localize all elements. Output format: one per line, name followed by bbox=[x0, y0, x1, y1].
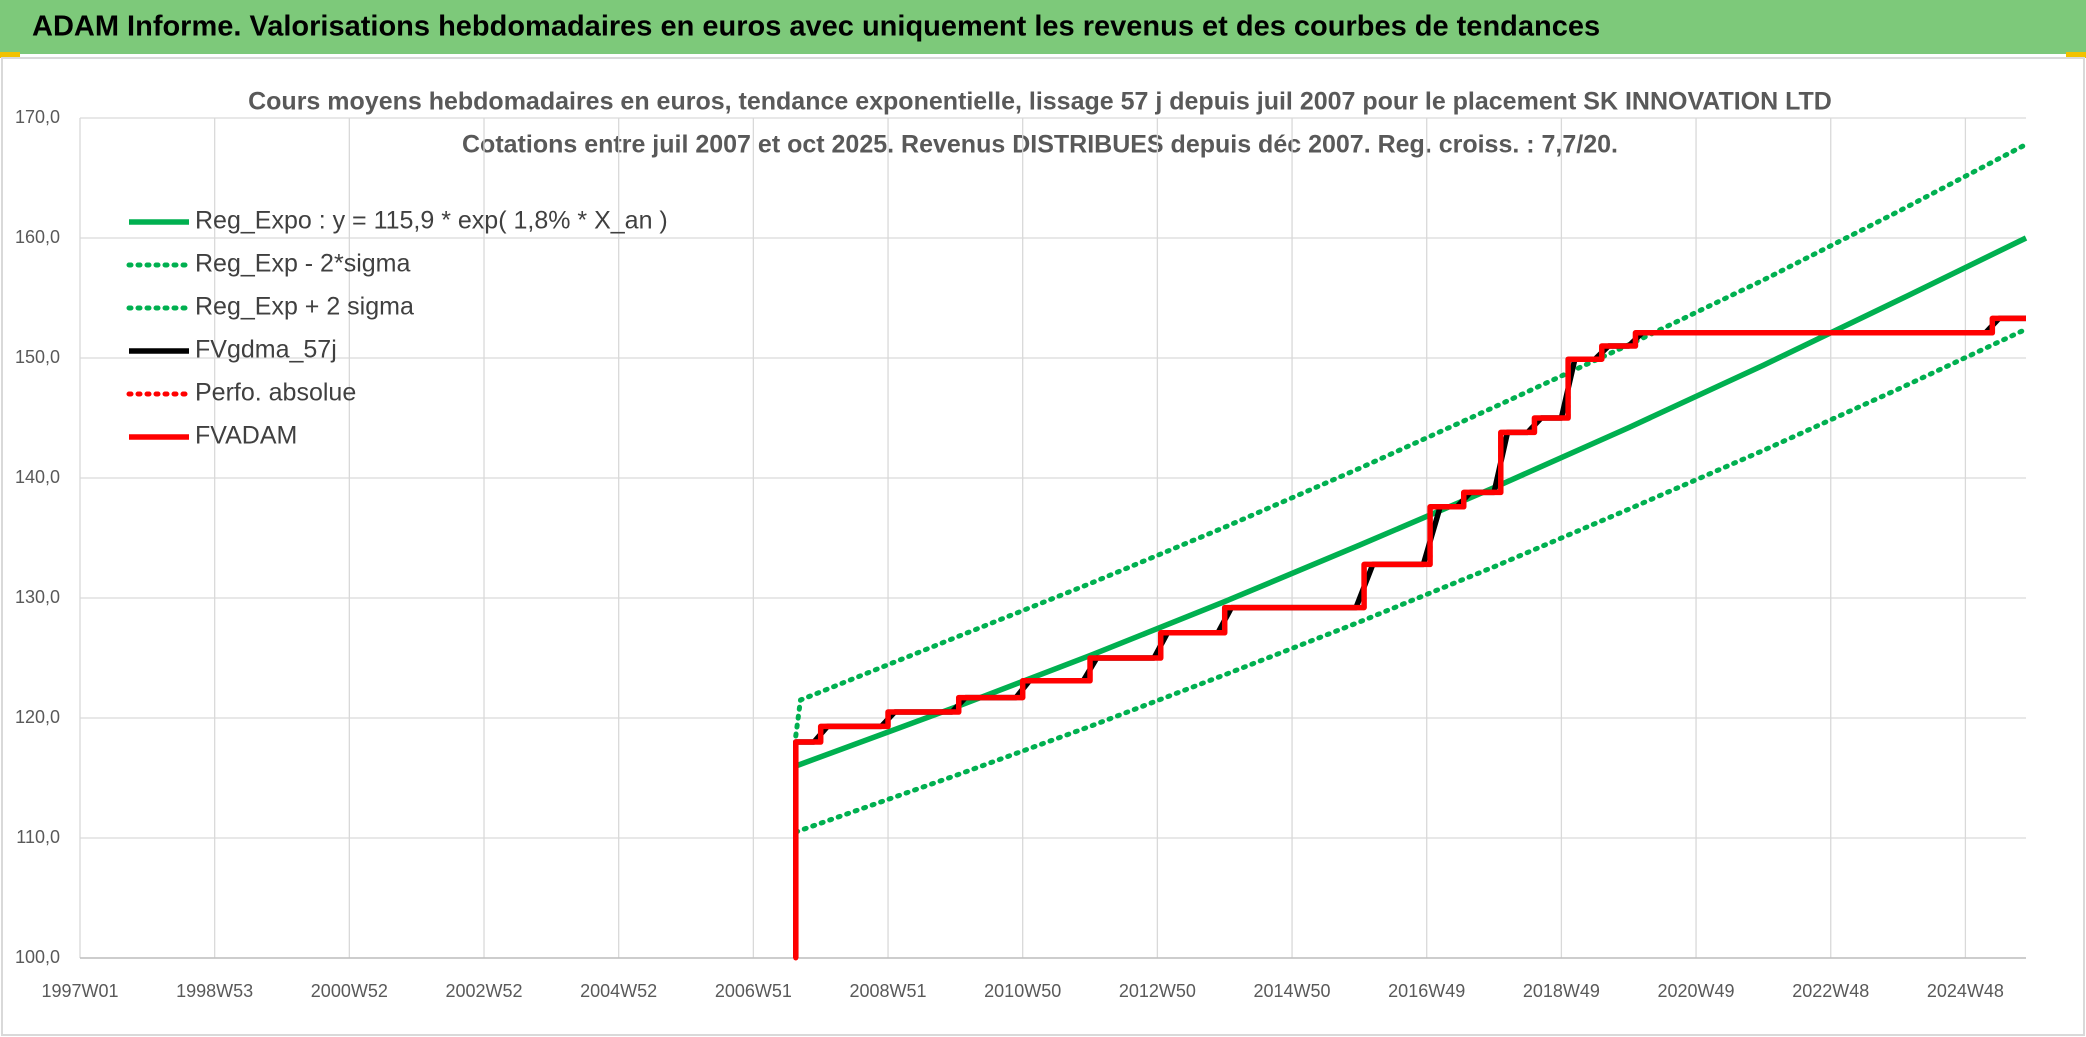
series-line bbox=[793, 141, 2029, 739]
corner-mark bbox=[2066, 52, 2086, 58]
x-tick-label: 1997W01 bbox=[41, 981, 118, 1001]
legend-label: Perfo. absolue bbox=[195, 379, 356, 407]
header-bar bbox=[0, 0, 2086, 54]
legend-label: Reg_Exp - 2*sigma bbox=[195, 250, 410, 278]
x-tick-label: 2006W51 bbox=[715, 981, 792, 1001]
plot bbox=[793, 141, 2029, 961]
y-tick-label: 130,0 bbox=[15, 587, 60, 607]
y-tick-label: 140,0 bbox=[15, 467, 60, 487]
legend: Reg_Expo : y = 115,9 * exp( 1,8% * X_an … bbox=[126, 207, 668, 450]
series-line bbox=[793, 326, 2029, 835]
x-tick-label: 2008W51 bbox=[849, 981, 926, 1001]
x-tick-label: 2020W49 bbox=[1658, 981, 1735, 1001]
chart-frame bbox=[1, 57, 2085, 1036]
header-title: ADAM Informe. Valorisations hebdomadaire… bbox=[32, 11, 1600, 43]
chart-subtitle: Cotations entre juil 2007 et oct 2025. R… bbox=[462, 131, 1618, 159]
x-tick-label: 2010W50 bbox=[984, 981, 1061, 1001]
x-tick-label: 2002W52 bbox=[445, 981, 522, 1001]
chart-title: Cours moyens hebdomadaires en euros, ten… bbox=[248, 88, 1832, 116]
y-tick-label: 100,0 bbox=[15, 947, 60, 967]
x-tick-label: 2016W49 bbox=[1388, 981, 1465, 1001]
grid: 100,0 110,0 120,0 130,0 140,0 150,0 160,0 170,0… bbox=[15, 107, 2026, 1001]
x-tick-label: 2012W50 bbox=[1119, 981, 1196, 1001]
x-tick-label: 2000W52 bbox=[311, 981, 388, 1001]
y-tick-label: 150,0 bbox=[15, 347, 60, 367]
x-tick-label: 2014W50 bbox=[1254, 981, 1331, 1001]
corner-mark bbox=[0, 52, 20, 58]
x-tick-label: 2018W49 bbox=[1523, 981, 1600, 1001]
legend-label: FVADAM bbox=[195, 422, 297, 450]
x-tick-label: 2024W48 bbox=[1927, 981, 2004, 1001]
y-tick-label: 170,0 bbox=[15, 107, 60, 127]
y-tick-label: 120,0 bbox=[15, 707, 60, 727]
y-tick-label: 110,0 bbox=[16, 827, 60, 847]
series-line bbox=[793, 315, 2026, 958]
legend-label: Reg_Exp + 2 sigma bbox=[195, 293, 414, 321]
legend-label: FVgdma_57j bbox=[195, 336, 337, 364]
x-tick-label: 2004W52 bbox=[580, 981, 657, 1001]
legend-label: Reg_Expo : y = 115,9 * exp( 1,8% * X_an … bbox=[195, 207, 668, 235]
y-tick-label: 160,0 bbox=[15, 227, 60, 247]
x-tick-label: 1998W53 bbox=[176, 981, 253, 1001]
x-tick-label: 2022W48 bbox=[1792, 981, 1869, 1001]
